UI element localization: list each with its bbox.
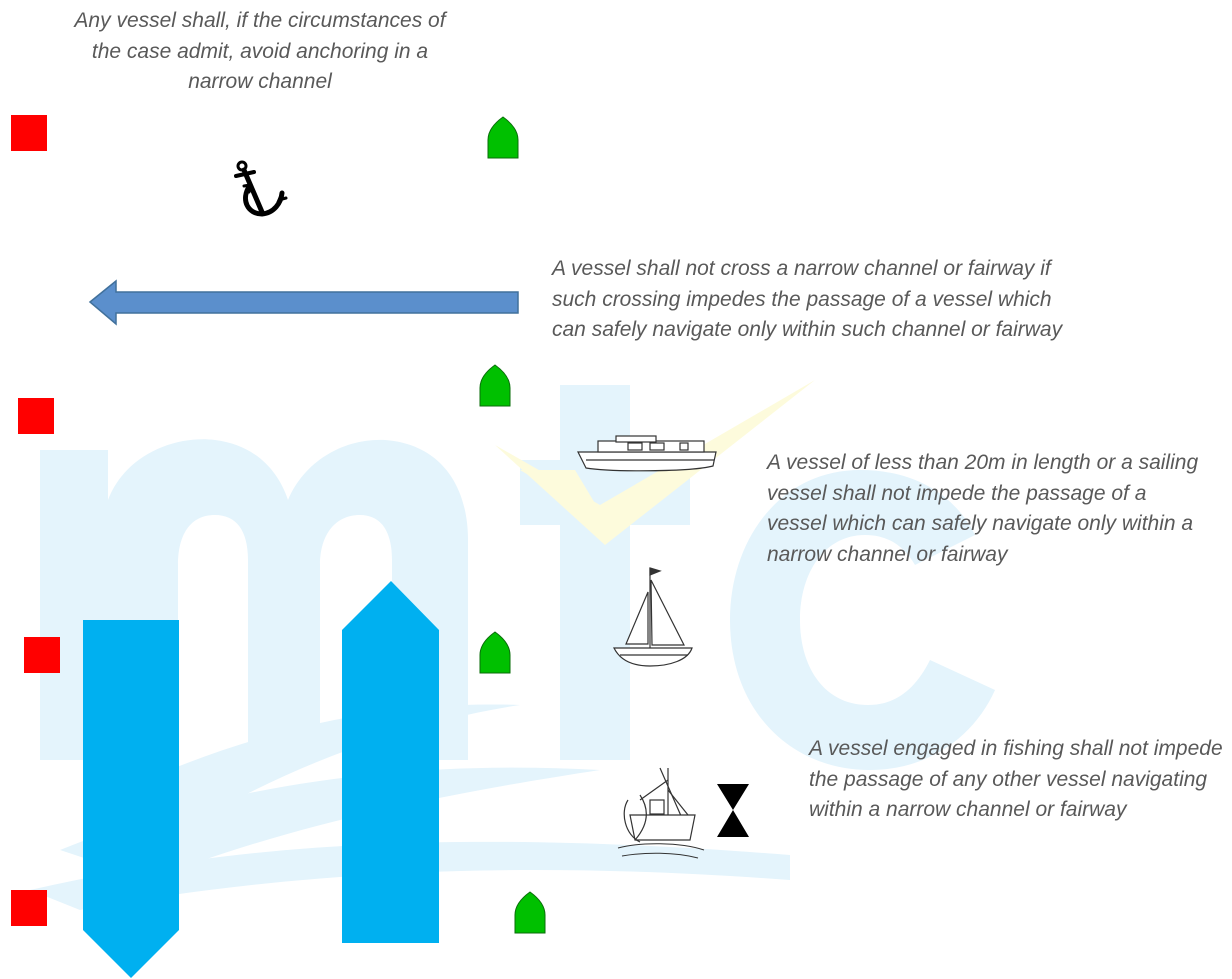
red-can-buoy-icon [11,115,47,151]
fishing-vessel-icon [617,767,705,859]
green-conical-buoy-icon [487,116,519,159]
fishing-vessel-rule-text: A vessel engaged in fishing shall not im… [809,737,1223,821]
sailing-boat-icon [613,567,693,667]
crossing-rule-text: A vessel shall not cross a narrow channe… [552,257,1063,341]
red-can-buoy-icon [18,398,54,434]
green-conical-buoy-icon [514,891,546,934]
red-can-buoy-icon [24,637,60,673]
anchor-icon [234,160,288,217]
green-conical-buoy-icon [479,364,511,407]
vessel-southbound [83,620,179,978]
hourglass-day-shape-icon [717,784,749,837]
vessel-northbound [342,581,439,943]
red-can-buoy-icon [11,890,47,926]
green-conical-buoy-icon [479,631,511,674]
anchoring-rule-text: Any vessel shall, if the circumstances o… [74,9,446,93]
crossing-arrow [88,279,519,326]
motor-boat-icon [577,435,717,472]
small-vessel-rule-text: A vessel of less than 20m in length or a… [767,451,1199,566]
